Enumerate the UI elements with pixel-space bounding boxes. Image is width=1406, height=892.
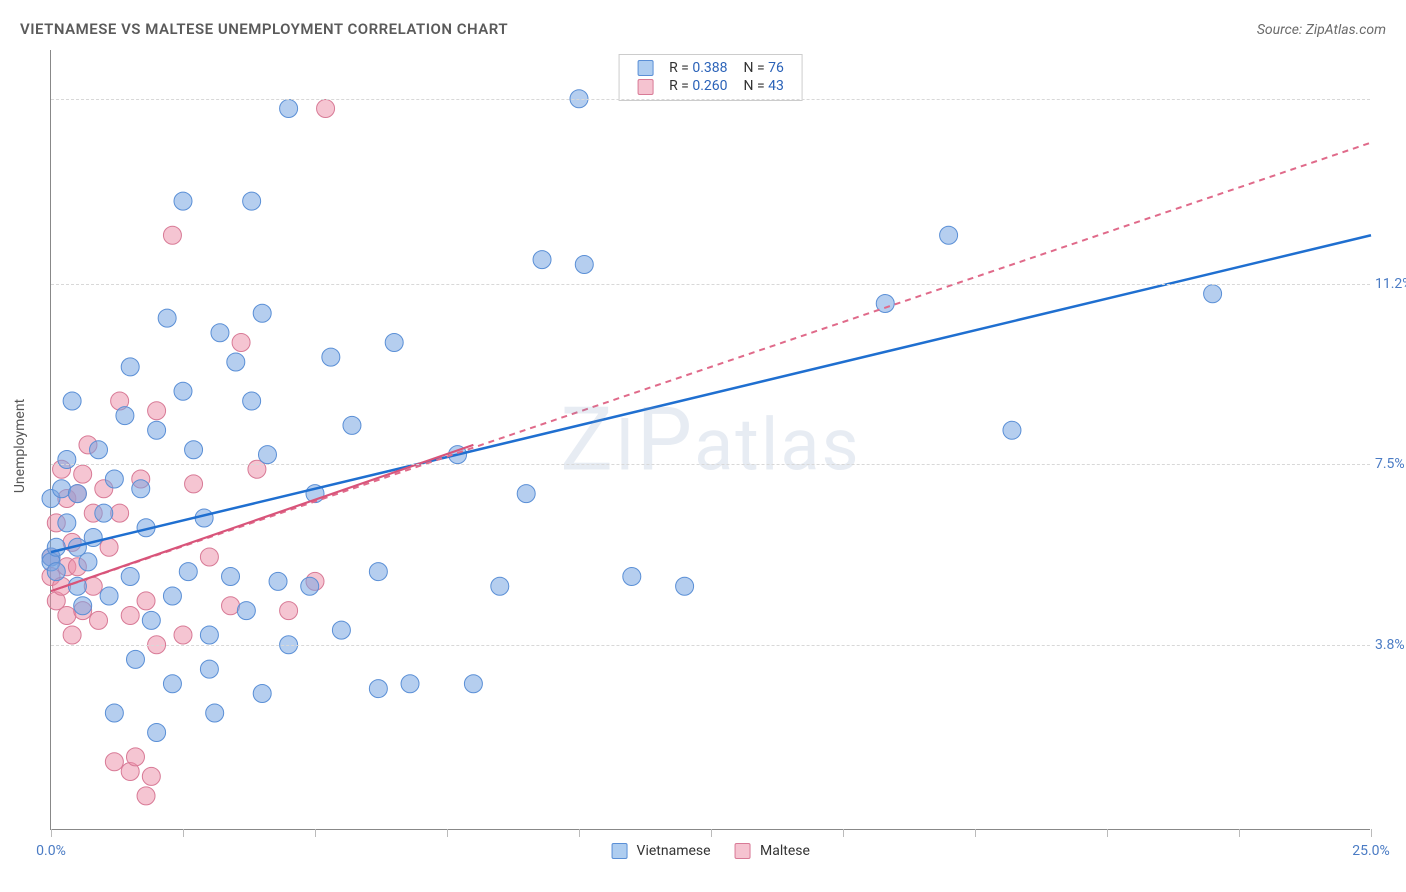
x-tick	[447, 829, 448, 837]
source-prefix: Source:	[1257, 22, 1306, 38]
n-label: N =	[744, 78, 765, 94]
y-tick-label: 3.8%	[1375, 637, 1406, 653]
r-label: R =	[669, 60, 689, 76]
x-tick	[1107, 829, 1108, 837]
swatch-vietnamese-icon	[611, 843, 627, 859]
chart-container: VIETNAMESE VS MALTESE UNEMPLOYMENT CORRE…	[0, 0, 1406, 892]
x-tick	[711, 829, 712, 837]
vietnamese-r-value: 0.388	[692, 60, 727, 76]
maltese-label: Maltese	[760, 843, 810, 859]
n-label: N =	[744, 60, 765, 76]
x-tick	[1239, 829, 1240, 837]
x-tick	[843, 829, 844, 837]
maltese-r-value: 0.260	[692, 78, 727, 94]
gridline-h	[51, 645, 1370, 646]
chart-title: VIETNAMESE VS MALTESE UNEMPLOYMENT CORRE…	[20, 20, 508, 38]
x-tick	[183, 829, 184, 837]
trend-maltese-dashed	[51, 143, 1371, 592]
y-axis-label: Unemployment	[12, 399, 28, 493]
swatch-maltese-icon	[735, 843, 751, 859]
series-legend: Vietnamese Maltese	[611, 843, 810, 859]
x-tick	[51, 829, 52, 837]
chart-header: VIETNAMESE VS MALTESE UNEMPLOYMENT CORRE…	[20, 20, 1386, 38]
x-tick	[579, 829, 580, 837]
legend-item-vietnamese: Vietnamese	[611, 843, 711, 859]
legend-row-vietnamese: R = 0.388 N = 76	[629, 59, 792, 77]
maltese-n-value: 43	[768, 78, 784, 94]
swatch-maltese	[637, 79, 653, 95]
r-label: R =	[669, 78, 689, 94]
legend-row-maltese: R = 0.260 N = 43	[629, 77, 792, 95]
correlation-legend: R = 0.388 N = 76 R = 0.260 N = 43	[618, 54, 803, 101]
x-tick-label: 0.0%	[36, 843, 66, 859]
source-attribution: Source: ZipAtlas.com	[1257, 22, 1386, 38]
x-tick	[1371, 829, 1372, 837]
legend-item-maltese: Maltese	[735, 843, 810, 859]
gridline-h	[51, 464, 1370, 465]
vietnamese-n-value: 76	[768, 60, 784, 76]
y-tick-label: 11.2%	[1375, 276, 1406, 292]
swatch-vietnamese	[637, 60, 653, 76]
trend-vietnamese	[51, 235, 1371, 552]
y-tick-label: 7.5%	[1375, 456, 1406, 472]
trend-maltese-solid	[51, 445, 473, 591]
gridline-h	[51, 284, 1370, 285]
x-tick-label: 25.0%	[1352, 843, 1390, 859]
source-name: ZipAtlas.com	[1306, 22, 1386, 38]
x-tick	[315, 829, 316, 837]
gridline-h	[51, 99, 1370, 100]
trend-lines	[51, 50, 1370, 829]
vietnamese-label: Vietnamese	[637, 843, 711, 859]
plot-area: ZIPatlas R = 0.388 N = 76 R = 0.260 N = …	[50, 50, 1370, 830]
x-tick	[975, 829, 976, 837]
